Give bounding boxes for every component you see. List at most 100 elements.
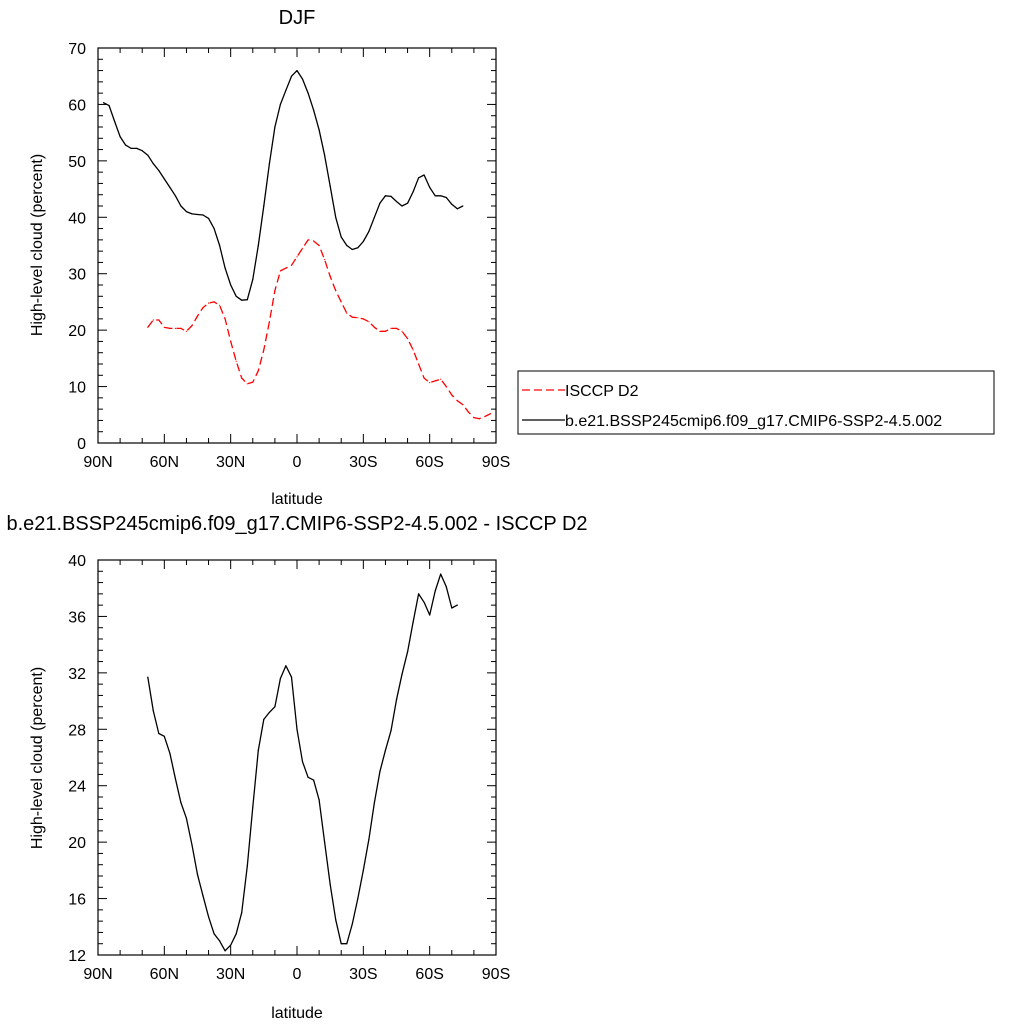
data-point bbox=[246, 383, 248, 385]
data-point bbox=[379, 771, 381, 773]
data-point bbox=[274, 290, 276, 292]
data-point bbox=[412, 191, 414, 193]
data-point bbox=[362, 318, 364, 320]
data-point bbox=[384, 749, 386, 752]
data-point bbox=[152, 710, 154, 712]
data-point bbox=[147, 326, 149, 328]
data-point bbox=[174, 195, 176, 197]
series-group bbox=[147, 573, 458, 952]
data-point bbox=[213, 228, 215, 230]
data-point bbox=[296, 70, 298, 72]
data-point bbox=[440, 195, 442, 197]
data-point bbox=[268, 321, 270, 323]
data-point bbox=[185, 817, 187, 819]
data-point bbox=[445, 586, 447, 588]
data-point bbox=[313, 109, 315, 111]
data-point bbox=[213, 933, 215, 935]
data-point bbox=[285, 89, 287, 91]
data-point bbox=[191, 213, 193, 215]
y-tick-label: 40 bbox=[68, 210, 86, 227]
data-point bbox=[208, 302, 210, 304]
data-point bbox=[456, 604, 458, 606]
data-point bbox=[340, 236, 342, 238]
data-point bbox=[407, 651, 409, 653]
y-tick-label: 32 bbox=[68, 666, 86, 683]
data-point bbox=[252, 381, 254, 383]
data-point bbox=[290, 264, 293, 266]
data-point bbox=[451, 203, 453, 205]
data-point bbox=[373, 216, 375, 218]
y-tick-label: 10 bbox=[68, 380, 86, 397]
x-axis-label: latitude bbox=[271, 1005, 323, 1022]
y-tick-label: 30 bbox=[68, 267, 86, 284]
data-point bbox=[418, 177, 420, 179]
x-tick-label: 90N bbox=[83, 966, 112, 983]
data-point bbox=[335, 290, 337, 292]
data-point bbox=[196, 315, 199, 317]
data-point bbox=[196, 213, 199, 216]
data-point bbox=[257, 244, 259, 247]
data-point bbox=[263, 205, 265, 207]
data-point bbox=[208, 217, 210, 219]
data-point bbox=[191, 844, 193, 846]
data-point bbox=[290, 75, 293, 77]
data-point bbox=[152, 163, 154, 165]
data-point bbox=[390, 730, 392, 732]
data-point bbox=[412, 621, 414, 623]
data-point bbox=[484, 415, 486, 418]
data-point bbox=[379, 202, 381, 204]
data-point bbox=[346, 312, 348, 314]
data-point bbox=[473, 417, 475, 419]
x-axis-label: latitude bbox=[271, 491, 323, 508]
legend-label-isccp: ISCCP D2 bbox=[565, 383, 639, 400]
data-point bbox=[451, 607, 453, 609]
series-line-model bbox=[147, 573, 458, 952]
tick-group: 90N 60N 30N 0 30S 60S 90S 12 16 20 24 28 32 36 40 bbox=[68, 553, 510, 983]
data-point bbox=[318, 129, 320, 131]
data-point bbox=[252, 278, 254, 280]
data-point bbox=[274, 126, 276, 128]
data-point bbox=[268, 711, 270, 714]
data-point bbox=[313, 779, 315, 781]
data-point bbox=[423, 601, 425, 603]
data-point bbox=[318, 244, 320, 247]
data-point bbox=[147, 154, 149, 156]
data-point bbox=[384, 195, 386, 197]
data-point bbox=[230, 944, 232, 946]
data-point bbox=[235, 295, 237, 297]
data-point bbox=[208, 916, 210, 918]
data-point bbox=[235, 933, 237, 935]
data-point bbox=[379, 330, 381, 332]
data-point bbox=[429, 382, 431, 384]
data-point bbox=[462, 205, 464, 207]
y-tick-label: 60 bbox=[68, 97, 86, 114]
data-point bbox=[313, 240, 315, 242]
data-point bbox=[279, 677, 281, 680]
data-point bbox=[285, 665, 287, 667]
data-point bbox=[395, 200, 398, 203]
data-point bbox=[180, 327, 182, 329]
data-point bbox=[257, 749, 259, 752]
series-line-model bbox=[103, 69, 464, 301]
data-point bbox=[119, 136, 121, 138]
data-point bbox=[373, 326, 375, 328]
data-point bbox=[456, 208, 458, 210]
data-point bbox=[418, 593, 420, 595]
data-point bbox=[390, 195, 392, 197]
data-point bbox=[257, 370, 259, 372]
data-point bbox=[147, 676, 149, 678]
data-point bbox=[324, 259, 326, 261]
data-point bbox=[136, 147, 138, 149]
data-point bbox=[401, 205, 403, 207]
y-axis-label: High-level cloud (percent) bbox=[29, 667, 46, 849]
data-point bbox=[241, 377, 243, 379]
data-point bbox=[373, 802, 375, 804]
data-point bbox=[440, 573, 442, 575]
data-point bbox=[224, 267, 226, 269]
data-point bbox=[296, 256, 298, 258]
data-point bbox=[202, 214, 204, 216]
data-point bbox=[180, 205, 182, 207]
data-point bbox=[445, 386, 447, 388]
data-point bbox=[401, 330, 403, 332]
legend-label-model: b.e21.BSSP245cmip6.f09_g17.CMIP6-SSP2-4.… bbox=[565, 413, 942, 430]
